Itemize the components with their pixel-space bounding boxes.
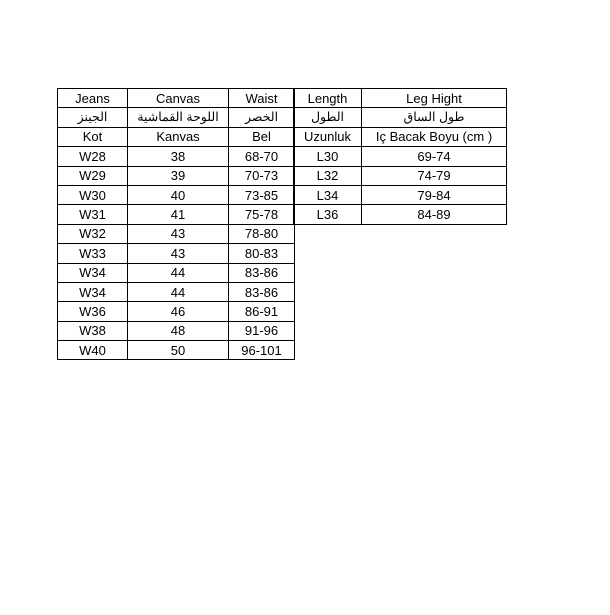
data-cell: 83-86 <box>228 262 295 283</box>
data-cell: 44 <box>127 262 229 283</box>
header-cell: Waist <box>228 87 295 109</box>
length-size-table: Length Leg Hight الطول طول الساق Uzunluk Iç B… <box>293 87 507 225</box>
data-cell: W34 <box>57 262 128 283</box>
jeans-data-row: W31 41 75-78 <box>57 204 295 225</box>
length-data-row: L34 79-84 <box>293 184 507 206</box>
data-cell: 78-80 <box>228 223 295 245</box>
header-cell: Length <box>293 87 362 109</box>
data-cell: L36 <box>293 204 362 225</box>
data-cell: 86-91 <box>228 301 295 322</box>
data-cell: W29 <box>57 165 128 186</box>
data-cell: 39 <box>127 165 229 186</box>
data-cell: 84-89 <box>361 204 507 225</box>
jeans-size-table: Jeans Canvas Waist الجينز اللوحة القماشية الخ… <box>57 87 295 361</box>
header-cell: الجينز <box>57 107 128 128</box>
jeans-data-row: W36 46 86-91 <box>57 301 295 322</box>
data-cell: 69-74 <box>361 146 507 167</box>
header-cell: طول الساق <box>361 107 507 128</box>
header-cell: Kanvas <box>127 126 229 148</box>
jeans-data-row: W29 39 70-73 <box>57 165 295 186</box>
header-cell: Leg Hight <box>361 87 507 109</box>
data-cell: 79-84 <box>361 184 507 206</box>
data-cell: 83-86 <box>228 281 295 303</box>
data-cell: 75-78 <box>228 204 295 225</box>
data-cell: W33 <box>57 243 128 264</box>
jeans-data-row: W34 44 83-86 <box>57 262 295 283</box>
data-cell: W38 <box>57 320 128 342</box>
data-cell: 73-85 <box>228 184 295 206</box>
data-cell: W30 <box>57 184 128 206</box>
jeans-data-row: W40 50 96-101 <box>57 340 295 361</box>
data-cell: 91-96 <box>228 320 295 342</box>
data-cell: 70-73 <box>228 165 295 186</box>
jeans-size-table-body: Jeans Canvas Waist الجينز اللوحة القماشية الخ… <box>57 87 295 361</box>
length-data-row: L32 74-79 <box>293 165 507 186</box>
data-cell: 43 <box>127 223 229 245</box>
data-cell: L32 <box>293 165 362 186</box>
length-header-en: Length Leg Hight <box>293 87 507 109</box>
header-cell: Canvas <box>127 87 229 109</box>
header-cell: Bel <box>228 126 295 148</box>
data-cell: W40 <box>57 340 128 361</box>
length-data-row: L36 84-89 <box>293 204 507 225</box>
jeans-header-en: Jeans Canvas Waist <box>57 87 295 109</box>
header-cell: Iç Bacak Boyu (cm ) <box>361 126 507 148</box>
jeans-data-row: W38 48 91-96 <box>57 320 295 342</box>
data-cell: 38 <box>127 146 229 167</box>
data-cell: 46 <box>127 301 229 322</box>
data-cell: W36 <box>57 301 128 322</box>
data-cell: 48 <box>127 320 229 342</box>
data-cell: L34 <box>293 184 362 206</box>
jeans-data-row: W28 38 68-70 <box>57 146 295 167</box>
data-cell: W34 <box>57 281 128 303</box>
data-cell: 96-101 <box>228 340 295 361</box>
header-cell: الطول <box>293 107 362 128</box>
data-cell: 68-70 <box>228 146 295 167</box>
jeans-data-row: W32 43 78-80 <box>57 223 295 245</box>
data-cell: 74-79 <box>361 165 507 186</box>
data-cell: 80-83 <box>228 243 295 264</box>
data-cell: 43 <box>127 243 229 264</box>
length-header-ar: الطول طول الساق <box>293 107 507 128</box>
jeans-data-row: W34 44 83-86 <box>57 281 295 303</box>
data-cell: 50 <box>127 340 229 361</box>
jeans-header-tr: Kot Kanvas Bel <box>57 126 295 148</box>
data-cell: 41 <box>127 204 229 225</box>
header-cell: الخصر <box>228 107 295 128</box>
data-cell: 44 <box>127 281 229 303</box>
jeans-data-row: W33 43 80-83 <box>57 243 295 264</box>
data-cell: W31 <box>57 204 128 225</box>
header-cell: Kot <box>57 126 128 148</box>
length-header-tr: Uzunluk Iç Bacak Boyu (cm ) <box>293 126 507 148</box>
header-cell: Jeans <box>57 87 128 109</box>
jeans-data-row: W30 40 73-85 <box>57 184 295 206</box>
header-cell: Uzunluk <box>293 126 362 148</box>
data-cell: W32 <box>57 223 128 245</box>
data-cell: L30 <box>293 146 362 167</box>
jeans-header-ar: الجينز اللوحة القماشية الخصر <box>57 107 295 128</box>
length-data-row: L30 69-74 <box>293 146 507 167</box>
length-size-table-body: Length Leg Hight الطول طول الساق Uzunluk Iç B… <box>293 87 507 225</box>
data-cell: 40 <box>127 184 229 206</box>
header-cell: اللوحة القماشية <box>127 107 229 128</box>
data-cell: W28 <box>57 146 128 167</box>
